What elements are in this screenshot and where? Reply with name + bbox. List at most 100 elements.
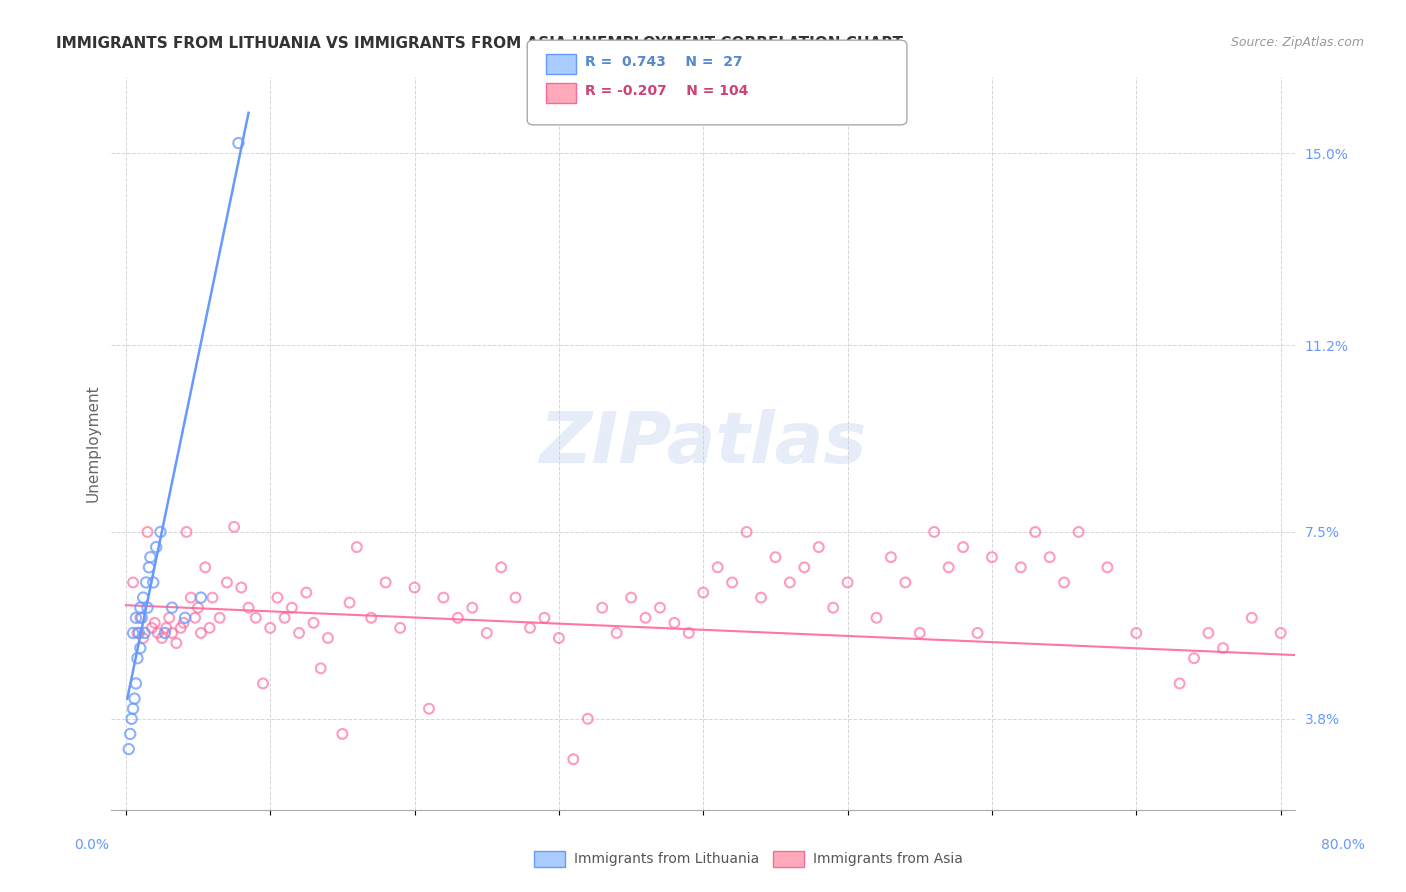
Point: [1067, 524, 1090, 539]
Point: [1139, 828, 1161, 842]
Point: [184, 611, 207, 625]
Point: [837, 575, 859, 590]
Text: ZIPatlas: ZIPatlas: [540, 409, 868, 478]
Point: [1270, 626, 1292, 640]
Point: [124, 691, 146, 706]
Point: [143, 615, 166, 630]
Point: [807, 540, 830, 554]
Point: [295, 585, 318, 599]
Point: [139, 550, 162, 565]
Point: [1010, 560, 1032, 574]
Point: [120, 727, 142, 741]
Point: [145, 540, 167, 554]
Point: [721, 575, 744, 590]
Point: [208, 611, 231, 625]
Point: [779, 575, 801, 590]
Point: [201, 591, 224, 605]
Point: [157, 611, 180, 625]
Point: [706, 560, 728, 574]
Point: [132, 631, 155, 645]
Point: [150, 631, 173, 645]
Point: [1024, 524, 1046, 539]
Point: [1125, 626, 1147, 640]
Point: [136, 524, 159, 539]
Point: [238, 600, 260, 615]
Point: [245, 611, 267, 625]
Point: [131, 611, 153, 625]
Text: Immigrants from Asia: Immigrants from Asia: [813, 852, 963, 866]
Point: [1240, 611, 1263, 625]
Point: [620, 591, 643, 605]
Point: [865, 611, 887, 625]
Point: [266, 591, 288, 605]
Text: R = -0.207    N = 104: R = -0.207 N = 104: [585, 84, 748, 98]
Point: [461, 600, 484, 615]
Point: [432, 591, 454, 605]
Point: [141, 621, 163, 635]
Point: [938, 560, 960, 574]
Point: [187, 600, 209, 615]
Point: [634, 611, 657, 625]
Y-axis label: Unemployment: Unemployment: [86, 384, 100, 502]
Point: [127, 626, 149, 640]
Point: [259, 621, 281, 635]
Point: [952, 540, 974, 554]
Point: [118, 742, 141, 756]
Point: [418, 702, 440, 716]
Point: [966, 626, 988, 640]
Point: [447, 611, 470, 625]
Point: [180, 591, 202, 605]
Point: [138, 560, 160, 574]
Point: [692, 585, 714, 599]
Point: [129, 600, 152, 615]
Point: [125, 611, 148, 625]
Point: [252, 676, 274, 690]
Point: [135, 575, 157, 590]
Point: [374, 575, 396, 590]
Point: [198, 621, 221, 635]
Point: [894, 575, 917, 590]
Point: [1154, 813, 1177, 827]
Text: Immigrants from Lithuania: Immigrants from Lithuania: [574, 852, 759, 866]
Point: [664, 615, 686, 630]
Point: [1212, 641, 1234, 656]
Point: [316, 631, 339, 645]
Point: [136, 600, 159, 615]
Point: [1039, 550, 1062, 565]
Point: [562, 752, 585, 766]
Point: [215, 575, 238, 590]
Point: [749, 591, 772, 605]
Point: [533, 611, 555, 625]
Point: [1097, 560, 1119, 574]
Point: [302, 615, 325, 630]
Point: [1168, 676, 1191, 690]
Point: [981, 550, 1004, 565]
Point: [519, 621, 541, 635]
Point: [309, 661, 332, 675]
Point: [281, 600, 304, 615]
Point: [648, 600, 671, 615]
Point: [1182, 651, 1205, 665]
Point: [678, 626, 700, 640]
Point: [765, 550, 787, 565]
Point: [134, 626, 156, 640]
Text: Source: ZipAtlas.com: Source: ZipAtlas.com: [1230, 36, 1364, 49]
Point: [190, 591, 212, 605]
Point: [606, 626, 628, 640]
Point: [121, 712, 143, 726]
Point: [174, 611, 197, 625]
Point: [389, 621, 412, 635]
Point: [346, 540, 368, 554]
Point: [339, 596, 361, 610]
Point: [170, 621, 193, 635]
Point: [224, 520, 246, 534]
Point: [160, 600, 183, 615]
Point: [129, 641, 152, 656]
Text: R =  0.743    N =  27: R = 0.743 N = 27: [585, 55, 742, 70]
Point: [908, 626, 931, 640]
Point: [146, 626, 169, 640]
Point: [160, 626, 183, 640]
Point: [228, 136, 250, 150]
Point: [922, 524, 945, 539]
Point: [173, 615, 195, 630]
